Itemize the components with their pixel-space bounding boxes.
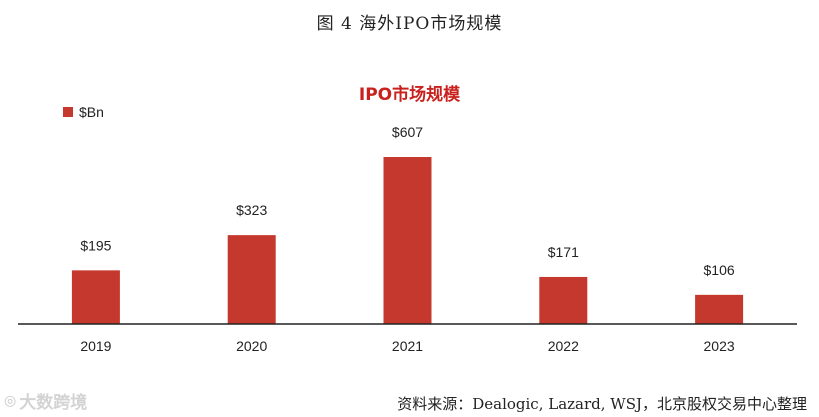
legend-label: $Bn [79, 104, 104, 120]
x-tick-2019: 2019 [80, 338, 111, 354]
bar-2019 [71, 270, 120, 324]
data-label-2020: $323 [236, 202, 267, 218]
bars [71, 157, 744, 324]
data-label-2019: $195 [80, 237, 111, 253]
x-tick-2023: 2023 [704, 338, 735, 354]
legend: $Bn [63, 104, 104, 120]
figure-caption: 图 4 海外IPO市场规模 [316, 14, 503, 34]
bar-2023 [695, 294, 744, 324]
x-tick-labels: 2019 2020 2021 2022 2023 [80, 338, 735, 354]
source-note: 资料来源：Dealogic, Lazard, WSJ，北京股权交易中心整理 [397, 395, 807, 413]
bar-2020 [227, 235, 276, 324]
data-labels: $195 $323 $607 $171 $106 [80, 124, 735, 278]
watermark-text: 大数跨境 [19, 393, 88, 413]
data-label-2023: $106 [704, 262, 735, 278]
chart-title: IPO市场规模 [358, 85, 461, 105]
x-tick-2021: 2021 [392, 338, 423, 354]
data-label-2021: $607 [392, 124, 423, 140]
watermark: ◎ 大数跨境 [4, 388, 88, 414]
x-tick-2022: 2022 [548, 338, 579, 354]
data-label-2022: $171 [548, 244, 579, 260]
watermark-logo-icon: ◎ [4, 392, 17, 409]
bar-2021 [383, 157, 432, 324]
x-tick-2020: 2020 [236, 338, 267, 354]
bar-2022 [539, 276, 588, 324]
legend-swatch [63, 107, 73, 117]
